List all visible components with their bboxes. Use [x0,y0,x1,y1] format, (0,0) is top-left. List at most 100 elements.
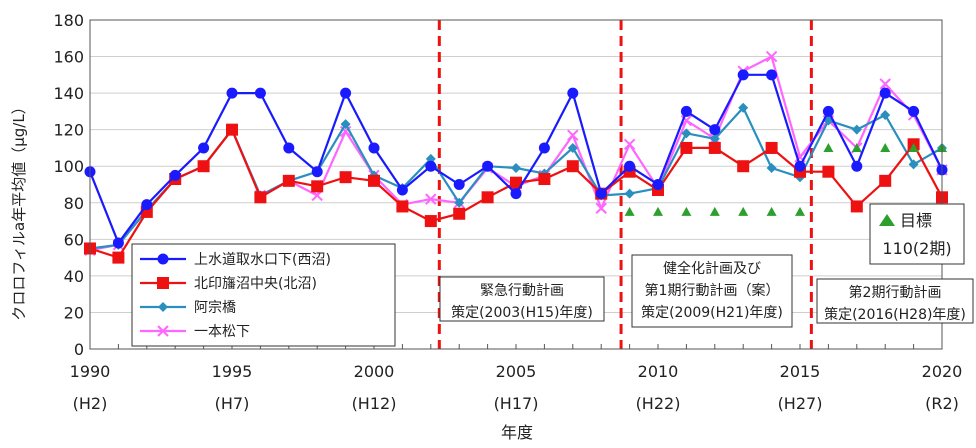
target-marker [653,206,663,216]
target-marker [624,206,635,216]
legend-item: 北印旛沼中央(北沼) [140,276,317,292]
series-line [88,73,943,246]
event-annotation-text: 策定(2003(H15)年度) [451,304,593,321]
data-point [738,102,749,113]
data-point [424,215,437,228]
data-point [822,105,834,117]
x-tick-era-label: (H12) [352,394,397,413]
target-marker [681,206,692,216]
data-point [850,200,863,213]
data-point [311,180,324,193]
data-point [879,87,891,99]
target-marker [738,206,749,216]
data-point [879,174,892,187]
data-point [567,129,579,141]
y-tick-label: 120 [53,121,84,140]
x-tick-label: 1995 [212,362,253,381]
data-point [368,142,380,154]
y-axis-title: クロロフィルa年平均値（μg/L） [10,99,28,320]
data-point [595,188,607,200]
legend-label: 阿宗橋 [194,300,236,316]
data-point [538,173,551,186]
y-tick-label: 160 [53,48,84,67]
target-marker [851,142,862,152]
series-line [89,55,943,252]
data-point [481,191,494,204]
data-point [566,160,579,173]
data-point-stroke [623,138,636,150]
data-point [794,160,806,172]
data-point [737,69,749,81]
x-tick-era-label: (R2) [925,394,959,413]
data-point [454,197,465,208]
data-point [766,163,777,174]
event-annotation-text: 健全化計画及び [663,260,761,277]
target-marker [709,206,720,216]
y-tick-label: 80 [64,194,84,213]
data-point [226,123,238,136]
y-tick-label: 100 [53,157,84,176]
x-tick-era-label: (H27) [778,394,823,413]
data-point [141,199,153,211]
data-point [680,141,693,154]
data-point [396,184,408,196]
data-point [198,142,210,154]
data-point [453,207,466,220]
data-point [766,69,778,81]
x-tick-label: 2020 [922,362,963,381]
data-point [226,87,238,99]
data-point-stroke [680,114,693,127]
data-point [681,128,692,139]
y-tick-label: 60 [64,230,84,249]
data-point [396,200,409,213]
data-point [482,160,494,172]
data-point [254,191,267,204]
y-tick-label: 0 [74,340,84,359]
data-point [595,202,607,214]
target-marker [795,206,805,216]
target-legend-icon [879,214,895,226]
target-marker [766,206,777,216]
data-point [169,169,181,181]
data-point [311,166,323,178]
event-annotation-text: 第1期行動計画（案） [645,282,780,299]
data-point [157,277,169,289]
y-tick-label: 20 [64,303,84,322]
data-point [340,119,351,130]
data-point [765,141,778,154]
x-tick-era-label: (H22) [636,394,681,413]
data-point [765,50,778,63]
event-annotation-box [631,254,793,328]
x-tick-label: 1990 [70,362,111,381]
x-tick-era-label: (H2) [73,394,108,413]
legend-box [131,243,396,347]
data-point [283,142,295,154]
data-point [425,160,437,172]
data-point [425,193,437,205]
data-point [737,160,750,173]
x-tick-label: 2005 [496,362,537,381]
data-point [623,138,636,150]
data-point [851,160,863,172]
event-annotation-box [439,276,605,322]
data-point [652,179,664,190]
data-point-stroke [567,129,579,141]
data-point-stroke [595,202,607,214]
data-point-stroke [157,325,169,337]
x-tick-era-label: (H17) [494,394,539,413]
target-sublabel: 110(2期) [882,239,951,258]
data-point [709,124,721,136]
axes: 0 20 40 60 80 100 120 140 160 180 1990 (H2) 1995 (H7)… [53,11,962,413]
target-marker [908,142,919,152]
data-point [510,188,522,200]
data-point [624,160,636,172]
data-point [157,253,169,265]
legend-item: 阿宗橋 [140,300,236,316]
data-point [880,110,891,121]
data-point [339,171,352,184]
